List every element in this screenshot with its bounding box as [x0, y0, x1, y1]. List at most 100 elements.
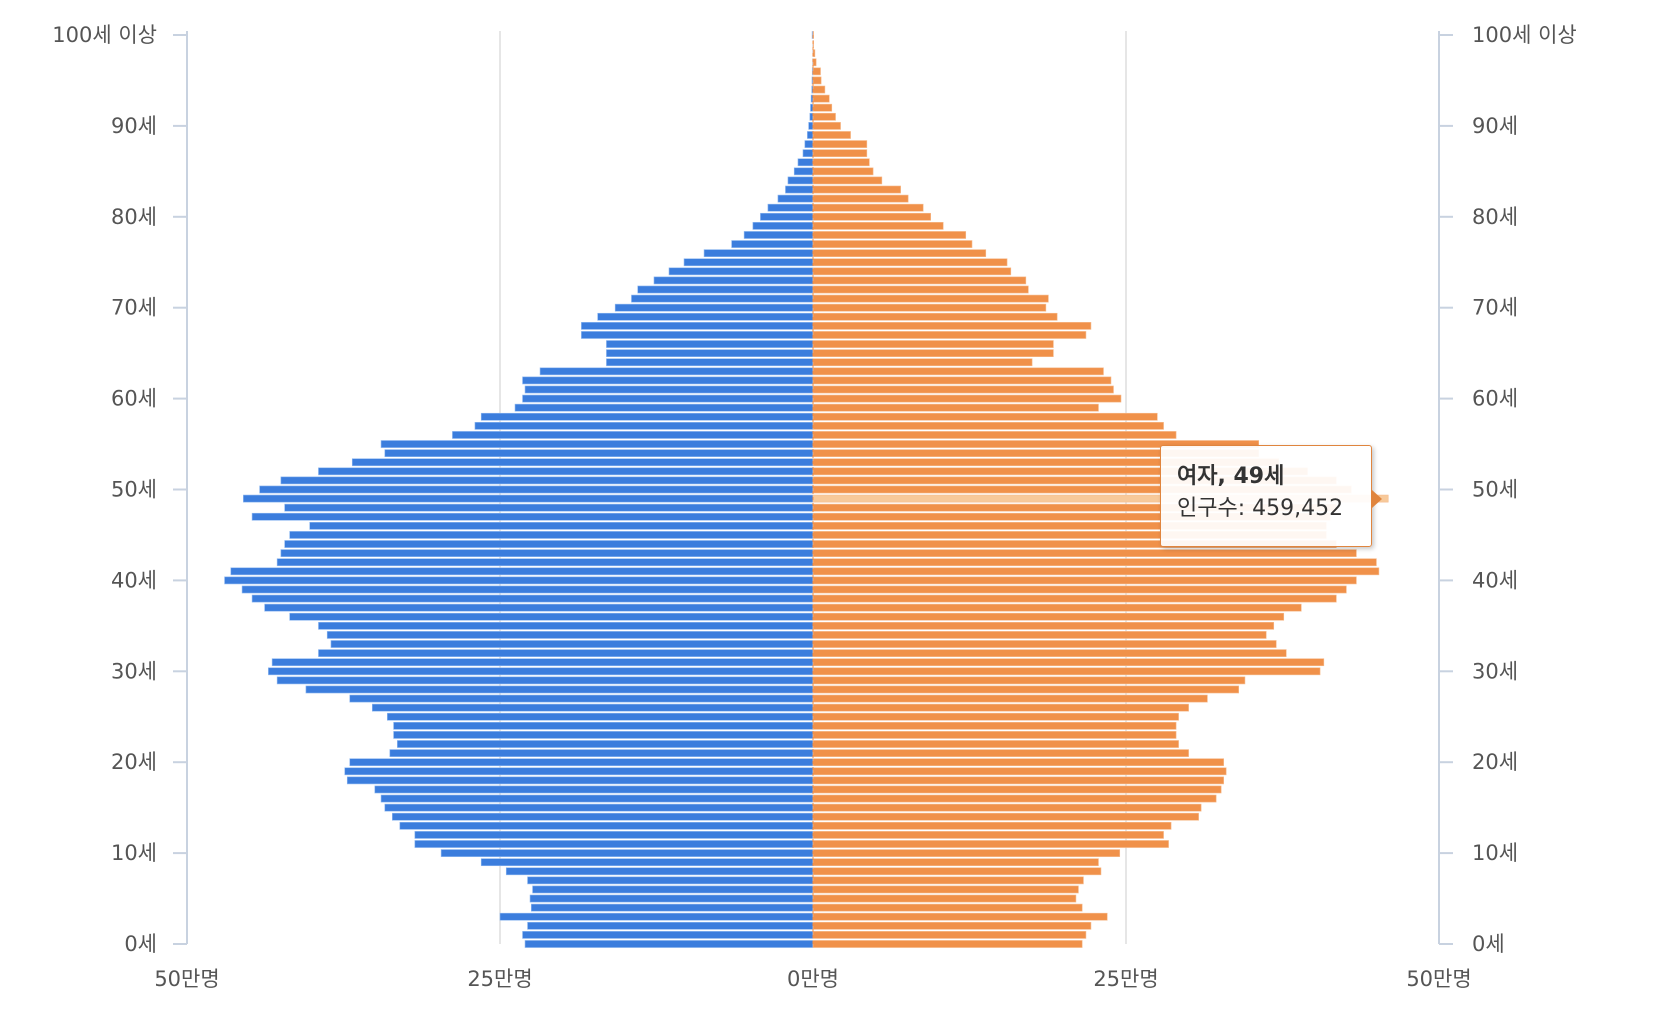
- bar-female-age-63[interactable]: [813, 368, 1103, 375]
- bar-female-age-69[interactable]: [813, 313, 1057, 320]
- bar-female-age-79[interactable]: [813, 222, 943, 229]
- bar-male-age-78[interactable]: [744, 231, 813, 238]
- bar-female-age-35[interactable]: [813, 622, 1274, 629]
- bar-female-age-93[interactable]: [813, 95, 829, 102]
- bar-male-age-59[interactable]: [515, 404, 813, 411]
- bar-female-age-24[interactable]: [813, 722, 1176, 729]
- bar-male-age-23[interactable]: [394, 731, 813, 738]
- bar-male-age-80[interactable]: [760, 213, 813, 220]
- bar-female-age-59[interactable]: [813, 404, 1098, 411]
- bar-female-age-58[interactable]: [813, 413, 1157, 420]
- bar-female-age-68[interactable]: [813, 322, 1091, 329]
- bar-female-age-26[interactable]: [813, 704, 1189, 711]
- bar-female-age-67[interactable]: [813, 331, 1086, 338]
- bar-male-age-71[interactable]: [631, 295, 813, 302]
- bar-female-age-18[interactable]: [813, 777, 1224, 784]
- bar-female-age-95[interactable]: [813, 77, 821, 84]
- bar-female-age-17[interactable]: [813, 786, 1221, 793]
- bar-female-age-25[interactable]: [813, 713, 1179, 720]
- bar-male-age-5[interactable]: [530, 895, 813, 902]
- bar-female-age-75[interactable]: [813, 259, 1007, 266]
- bar-female-age-13[interactable]: [813, 822, 1171, 829]
- bar-female-age-32[interactable]: [813, 650, 1286, 657]
- bar-male-age-81[interactable]: [768, 204, 813, 211]
- bar-female-age-6[interactable]: [813, 886, 1078, 893]
- bar-female-age-89[interactable]: [813, 131, 851, 138]
- bar-female-age-14[interactable]: [813, 813, 1199, 820]
- bar-female-age-57[interactable]: [813, 422, 1164, 429]
- bar-female-age-39[interactable]: [813, 586, 1346, 593]
- bar-female-age-3[interactable]: [813, 913, 1107, 920]
- bar-female-age-12[interactable]: [813, 831, 1164, 838]
- bar-male-age-62[interactable]: [523, 377, 813, 384]
- bar-male-age-55[interactable]: [381, 441, 813, 448]
- bar-female-age-28[interactable]: [813, 686, 1239, 693]
- bar-female-age-82[interactable]: [813, 195, 908, 202]
- bar-male-age-47[interactable]: [252, 513, 813, 520]
- bar-male-age-26[interactable]: [372, 704, 813, 711]
- bar-female-age-56[interactable]: [813, 431, 1176, 438]
- bar-male-age-60[interactable]: [523, 395, 813, 402]
- bar-male-age-74[interactable]: [669, 268, 813, 275]
- bar-male-age-79[interactable]: [753, 222, 813, 229]
- bar-female-age-29[interactable]: [813, 677, 1245, 684]
- bar-male-age-2[interactable]: [528, 922, 813, 929]
- bar-male-age-67[interactable]: [581, 331, 813, 338]
- bar-male-age-35[interactable]: [318, 622, 813, 629]
- bar-female-age-80[interactable]: [813, 213, 931, 220]
- bar-female-age-88[interactable]: [813, 141, 867, 148]
- bar-female-age-91[interactable]: [813, 113, 836, 120]
- bar-male-age-11[interactable]: [415, 840, 813, 847]
- bar-female-age-81[interactable]: [813, 204, 923, 211]
- bar-female-age-60[interactable]: [813, 395, 1121, 402]
- bar-male-age-42[interactable]: [277, 559, 813, 566]
- bar-male-age-45[interactable]: [290, 531, 813, 538]
- bar-female-age-86[interactable]: [813, 159, 869, 166]
- bar-male-age-31[interactable]: [272, 659, 813, 666]
- bar-female-age-7[interactable]: [813, 877, 1083, 884]
- bar-male-age-64[interactable]: [606, 359, 813, 366]
- bar-female-age-37[interactable]: [813, 604, 1301, 611]
- bar-male-age-72[interactable]: [638, 286, 813, 293]
- bar-male-age-77[interactable]: [732, 241, 813, 248]
- bar-female-age-16[interactable]: [813, 795, 1216, 802]
- bar-male-age-29[interactable]: [277, 677, 813, 684]
- bar-female-age-27[interactable]: [813, 695, 1207, 702]
- bar-female-age-23[interactable]: [813, 731, 1176, 738]
- bar-male-age-22[interactable]: [397, 740, 813, 747]
- bar-female-age-31[interactable]: [813, 659, 1324, 666]
- bar-male-age-75[interactable]: [684, 259, 813, 266]
- bar-female-age-94[interactable]: [813, 86, 825, 93]
- bar-male-age-56[interactable]: [452, 431, 813, 438]
- bar-male-age-65[interactable]: [606, 350, 813, 357]
- bar-male-age-15[interactable]: [385, 804, 813, 811]
- bar-female-age-20[interactable]: [813, 759, 1224, 766]
- bar-female-age-30[interactable]: [813, 668, 1320, 675]
- bar-female-age-11[interactable]: [813, 840, 1169, 847]
- bar-female-age-92[interactable]: [813, 104, 832, 111]
- bar-female-age-70[interactable]: [813, 304, 1046, 311]
- bar-male-age-37[interactable]: [265, 604, 813, 611]
- bar-male-age-13[interactable]: [400, 822, 813, 829]
- bar-male-age-24[interactable]: [394, 722, 813, 729]
- bar-male-age-17[interactable]: [375, 786, 813, 793]
- bar-female-age-1[interactable]: [813, 931, 1086, 938]
- bar-female-age-76[interactable]: [813, 250, 986, 257]
- bar-female-age-15[interactable]: [813, 804, 1201, 811]
- bar-male-age-41[interactable]: [231, 568, 813, 575]
- bar-male-age-20[interactable]: [350, 759, 813, 766]
- bar-male-age-21[interactable]: [390, 750, 813, 757]
- bar-female-age-36[interactable]: [813, 613, 1284, 620]
- bar-female-age-64[interactable]: [813, 359, 1032, 366]
- bar-male-age-54[interactable]: [385, 450, 813, 457]
- bar-male-age-3[interactable]: [500, 913, 813, 920]
- bar-female-age-66[interactable]: [813, 341, 1053, 348]
- bar-male-age-39[interactable]: [242, 586, 813, 593]
- bar-male-age-66[interactable]: [606, 341, 813, 348]
- bar-male-age-90[interactable]: [809, 122, 813, 129]
- bar-male-age-43[interactable]: [281, 550, 813, 557]
- bar-male-age-40[interactable]: [225, 577, 813, 584]
- bar-female-age-8[interactable]: [813, 868, 1101, 875]
- bar-female-age-19[interactable]: [813, 768, 1226, 775]
- bar-female-age-9[interactable]: [813, 859, 1098, 866]
